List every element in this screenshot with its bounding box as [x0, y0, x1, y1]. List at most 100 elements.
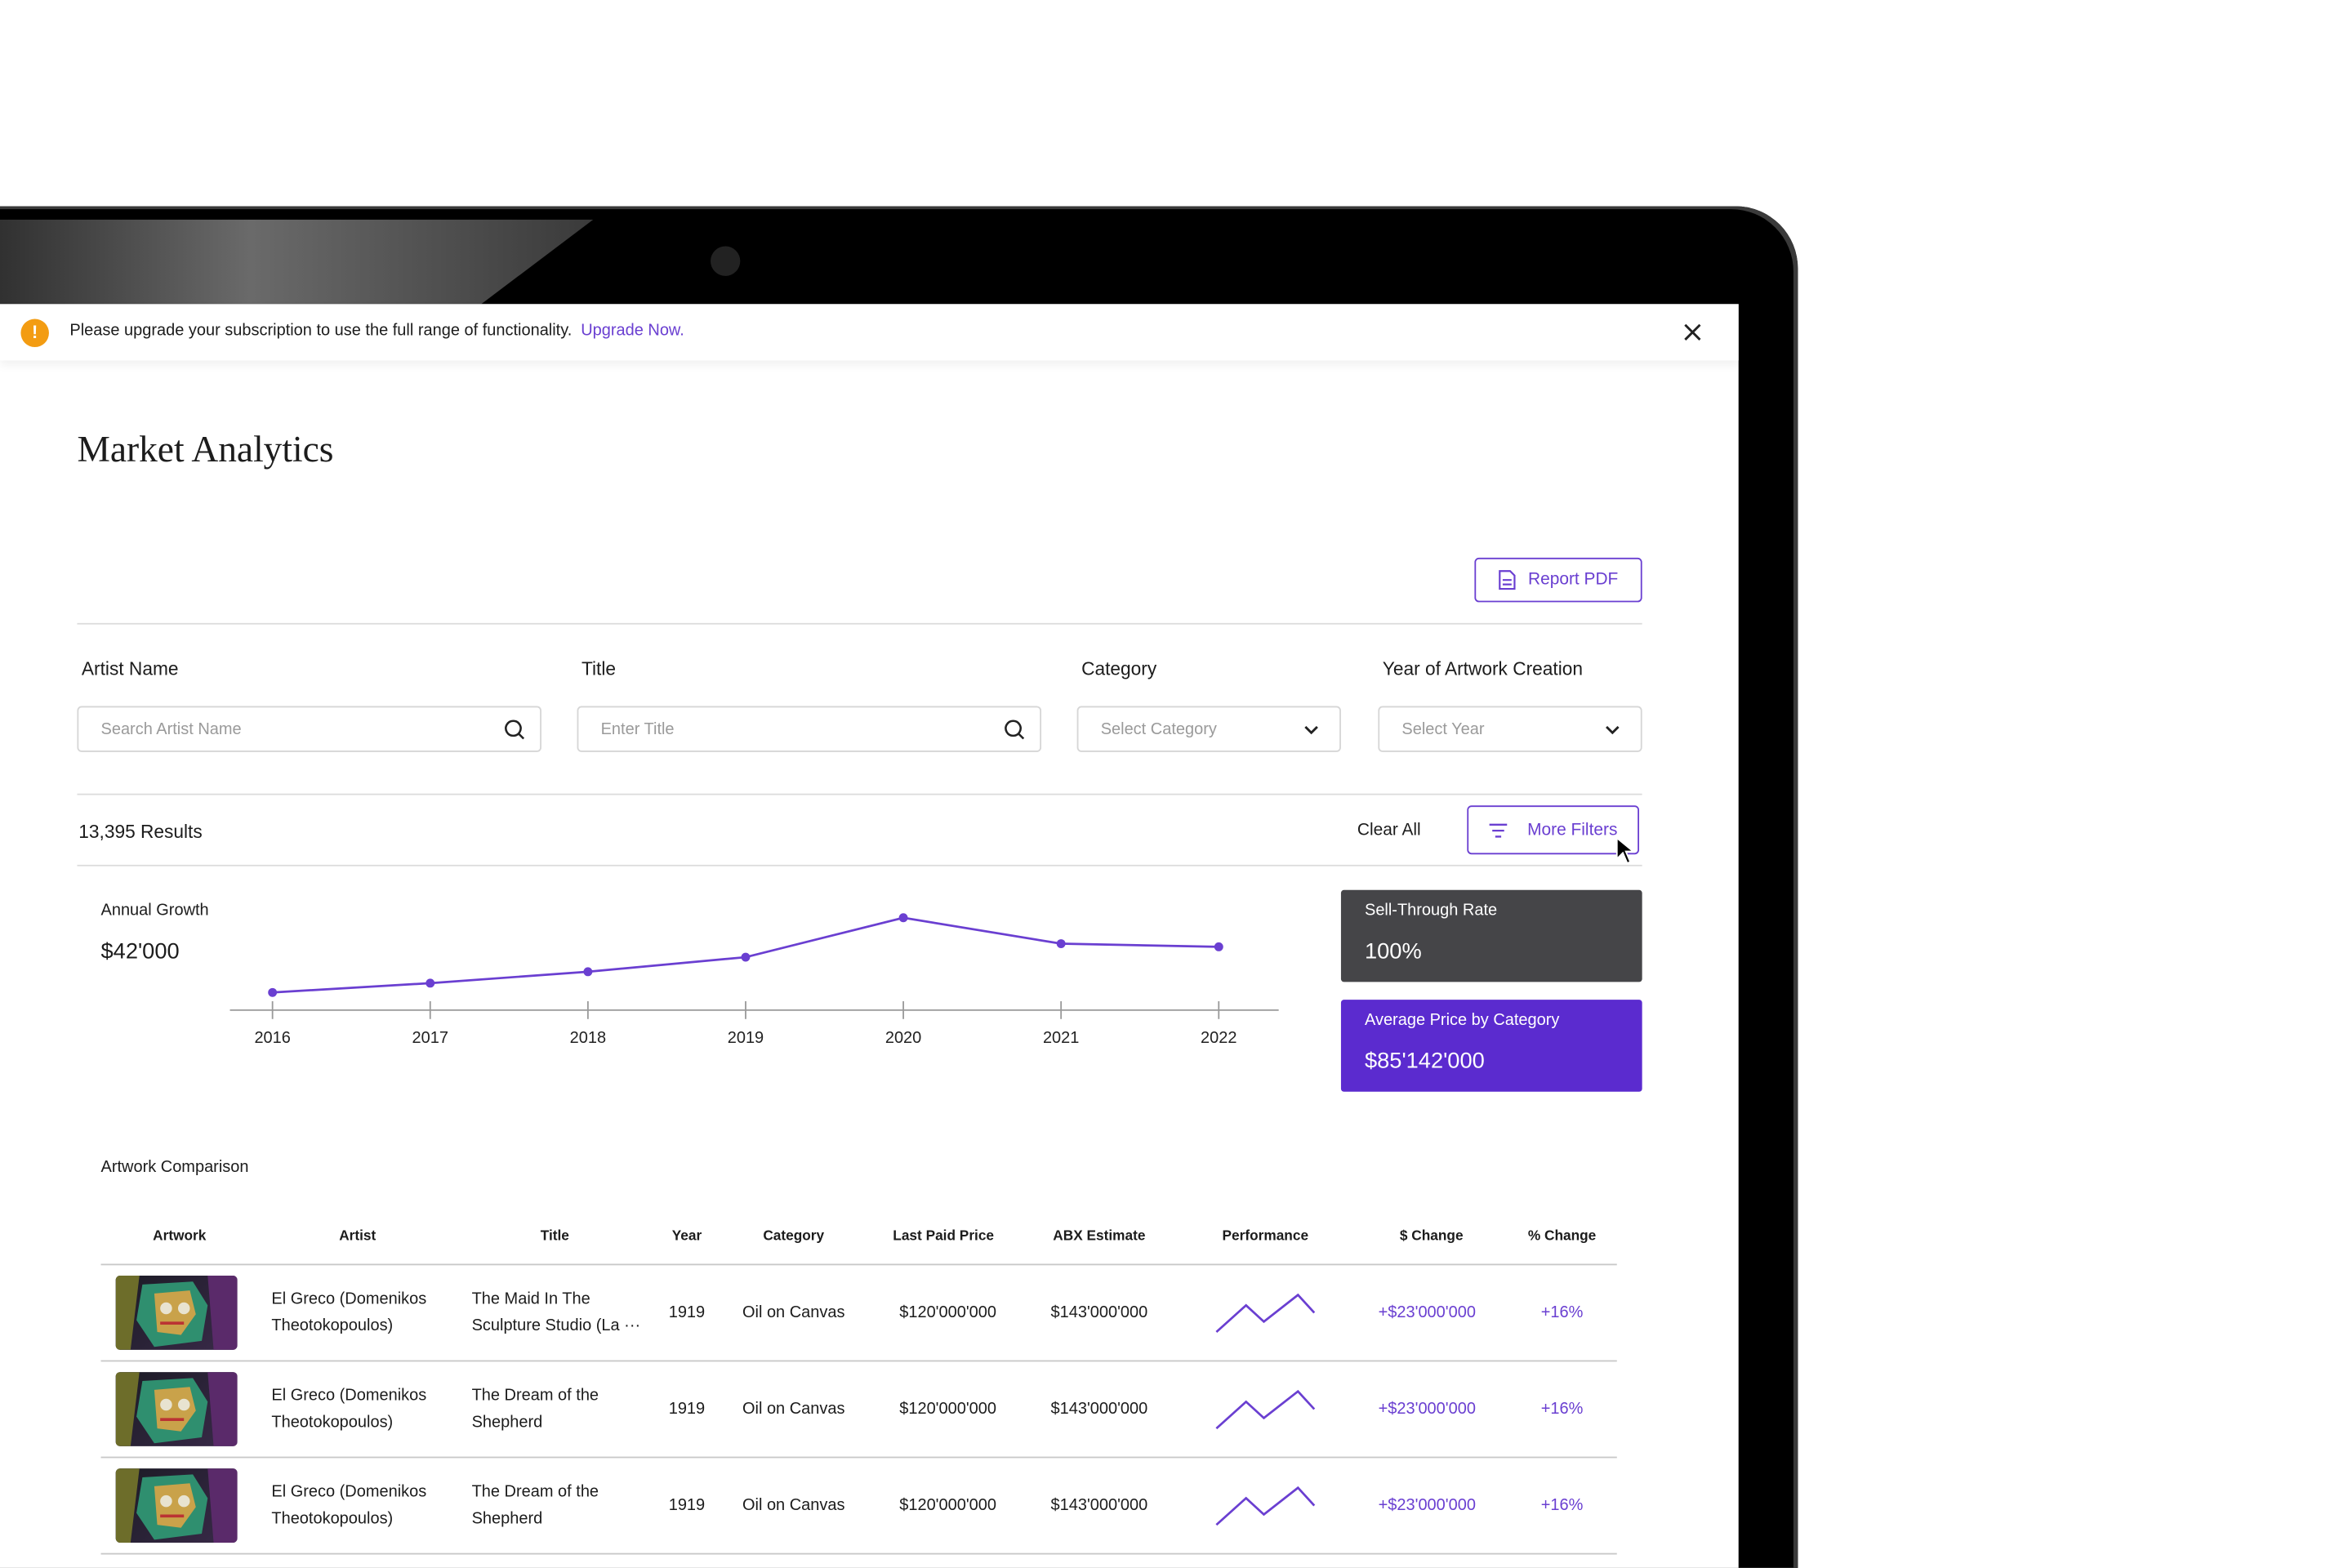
more-filters-label: More Filters	[1527, 821, 1618, 840]
title-cell: The Dream of the Shepherd	[471, 1387, 599, 1432]
kpi-value: 100%	[1364, 938, 1422, 964]
icon-shape	[1005, 719, 1025, 740]
year-cell: 1919	[668, 1303, 706, 1322]
chev-icon	[1606, 725, 1620, 735]
line-chart: 2016 2017 2018 2019 2020 2021 2022	[229, 913, 1279, 1047]
results-count: 13,395 Results	[78, 822, 203, 843]
filter-icon	[1488, 822, 1507, 837]
search-icon	[1005, 719, 1025, 740]
artwork-thumbnail	[115, 1276, 238, 1350]
last-paid-cell: $120'000'000	[899, 1303, 997, 1322]
clear-all[interactable]: Clear All	[1357, 822, 1421, 840]
x-tick-label: 2017	[412, 1029, 448, 1047]
report-pdf-button[interactable]: Report PDF	[1474, 557, 1642, 603]
icon-shape	[1304, 725, 1318, 735]
column-header: Title	[540, 1227, 569, 1245]
icon-shape	[1606, 725, 1620, 735]
data-point	[583, 967, 593, 977]
title-cell: The Maid In The Sculpture Studio (La ···	[471, 1290, 641, 1335]
sparkline-line	[1215, 1389, 1316, 1430]
artist-cell: El Greco (Domenikos Theotokopoulos)	[271, 1483, 427, 1528]
year-cell: 1919	[668, 1400, 706, 1419]
data-point	[268, 987, 278, 997]
pct-change-cell: +16%	[1540, 1303, 1584, 1322]
artist-cell: El Greco (Domenikos Theotokopoulos)	[271, 1290, 427, 1335]
kpi-value: $85'142'000	[1364, 1049, 1485, 1075]
artwork-image	[115, 1276, 238, 1350]
row-divider	[100, 1360, 1617, 1362]
data-point	[741, 952, 751, 962]
x-tick-label: 2016	[254, 1029, 290, 1047]
title-cell: The Dream of the Shepherd	[471, 1483, 599, 1528]
divider	[77, 622, 1642, 625]
divider	[77, 864, 1642, 866]
header-divider	[100, 1263, 1617, 1266]
chart-subtitle: $42'000	[100, 938, 180, 964]
close-button[interactable]	[1682, 322, 1703, 342]
column-header: Last Paid Price	[893, 1227, 995, 1245]
camera	[711, 246, 741, 276]
row-divider	[100, 1552, 1617, 1555]
artwork-thumbnail	[115, 1468, 238, 1543]
filter-label: Artist Name	[81, 658, 179, 679]
category-cell: Oil on Canvas	[742, 1496, 845, 1515]
chart-title: Annual Growth	[100, 902, 209, 920]
category-cell: Oil on Canvas	[742, 1400, 845, 1419]
filter-input[interactable]: Enter Title	[577, 706, 1042, 752]
search-icon	[505, 719, 525, 740]
artwork-image	[115, 1468, 238, 1543]
year-cell: 1919	[668, 1496, 706, 1515]
filter-placeholder: Select Year	[1401, 719, 1485, 738]
upgrade-link[interactable]: Upgrade Now.	[581, 322, 684, 340]
change-cell: +$23'000'000	[1378, 1303, 1476, 1322]
estimate-cell: $143'000'000	[1050, 1303, 1148, 1322]
estimate-cell: $143'000'000	[1050, 1400, 1148, 1419]
data-point	[1056, 939, 1066, 948]
filter-placeholder: Select Category	[1100, 719, 1217, 738]
sparkline-line	[1215, 1486, 1316, 1526]
x-tick-label: 2019	[728, 1029, 764, 1047]
kpi-card: Sell-Through Rate 100%	[1340, 889, 1642, 982]
filter-label: Title	[581, 658, 617, 679]
table-title: Artwork Comparison	[100, 1158, 249, 1177]
data-point	[426, 978, 435, 988]
sparkline-line	[1215, 1293, 1316, 1334]
kpi-card: Average Price by Category $85'142'000	[1340, 1000, 1642, 1092]
filter-input[interactable]: Select Year	[1378, 706, 1642, 752]
more-filters-button[interactable]: More Filters	[1467, 805, 1640, 855]
data-point	[898, 913, 908, 923]
change-cell: +$23'000'000	[1378, 1496, 1476, 1515]
x-tick-label: 2021	[1043, 1029, 1079, 1047]
category-cell: Oil on Canvas	[742, 1303, 845, 1322]
banner-message: Please upgrade your subscription to use …	[69, 322, 573, 340]
column-header: Artwork	[153, 1227, 207, 1245]
pct-change-cell: +16%	[1540, 1496, 1584, 1515]
icon-shape	[505, 719, 525, 740]
change-cell: +$23'000'000	[1378, 1400, 1476, 1419]
x-tick-label: 2022	[1201, 1029, 1237, 1047]
bezel-gloss	[0, 219, 594, 305]
filter-input[interactable]: Search Artist Name	[77, 706, 541, 752]
last-paid-cell: $120'000'000	[899, 1496, 997, 1515]
sparkline	[1215, 1293, 1316, 1334]
column-header: $ Change	[1399, 1227, 1464, 1245]
x-tick-label: 2020	[885, 1029, 921, 1047]
report-pdf-label: Report PDF	[1528, 571, 1619, 590]
divider	[77, 793, 1642, 795]
artwork-image	[115, 1372, 238, 1446]
column-header: Category	[763, 1227, 825, 1245]
filter-placeholder: Enter Title	[600, 719, 675, 738]
filter-input[interactable]: Select Category	[1076, 706, 1341, 752]
banner-text: Please upgrade your subscription to use …	[69, 322, 684, 340]
column-header: Artist	[339, 1227, 377, 1245]
pdf-icon	[1499, 570, 1516, 590]
filter-placeholder: Search Artist Name	[100, 719, 242, 738]
column-header: ABX Estimate	[1053, 1227, 1146, 1245]
pct-change-cell: +16%	[1540, 1400, 1584, 1419]
sparkline	[1215, 1389, 1316, 1430]
page-title: Market Analytics	[77, 430, 334, 470]
filter-label: Year of Artwork Creation	[1382, 658, 1584, 679]
kpi-label: Average Price by Category	[1364, 1011, 1560, 1030]
